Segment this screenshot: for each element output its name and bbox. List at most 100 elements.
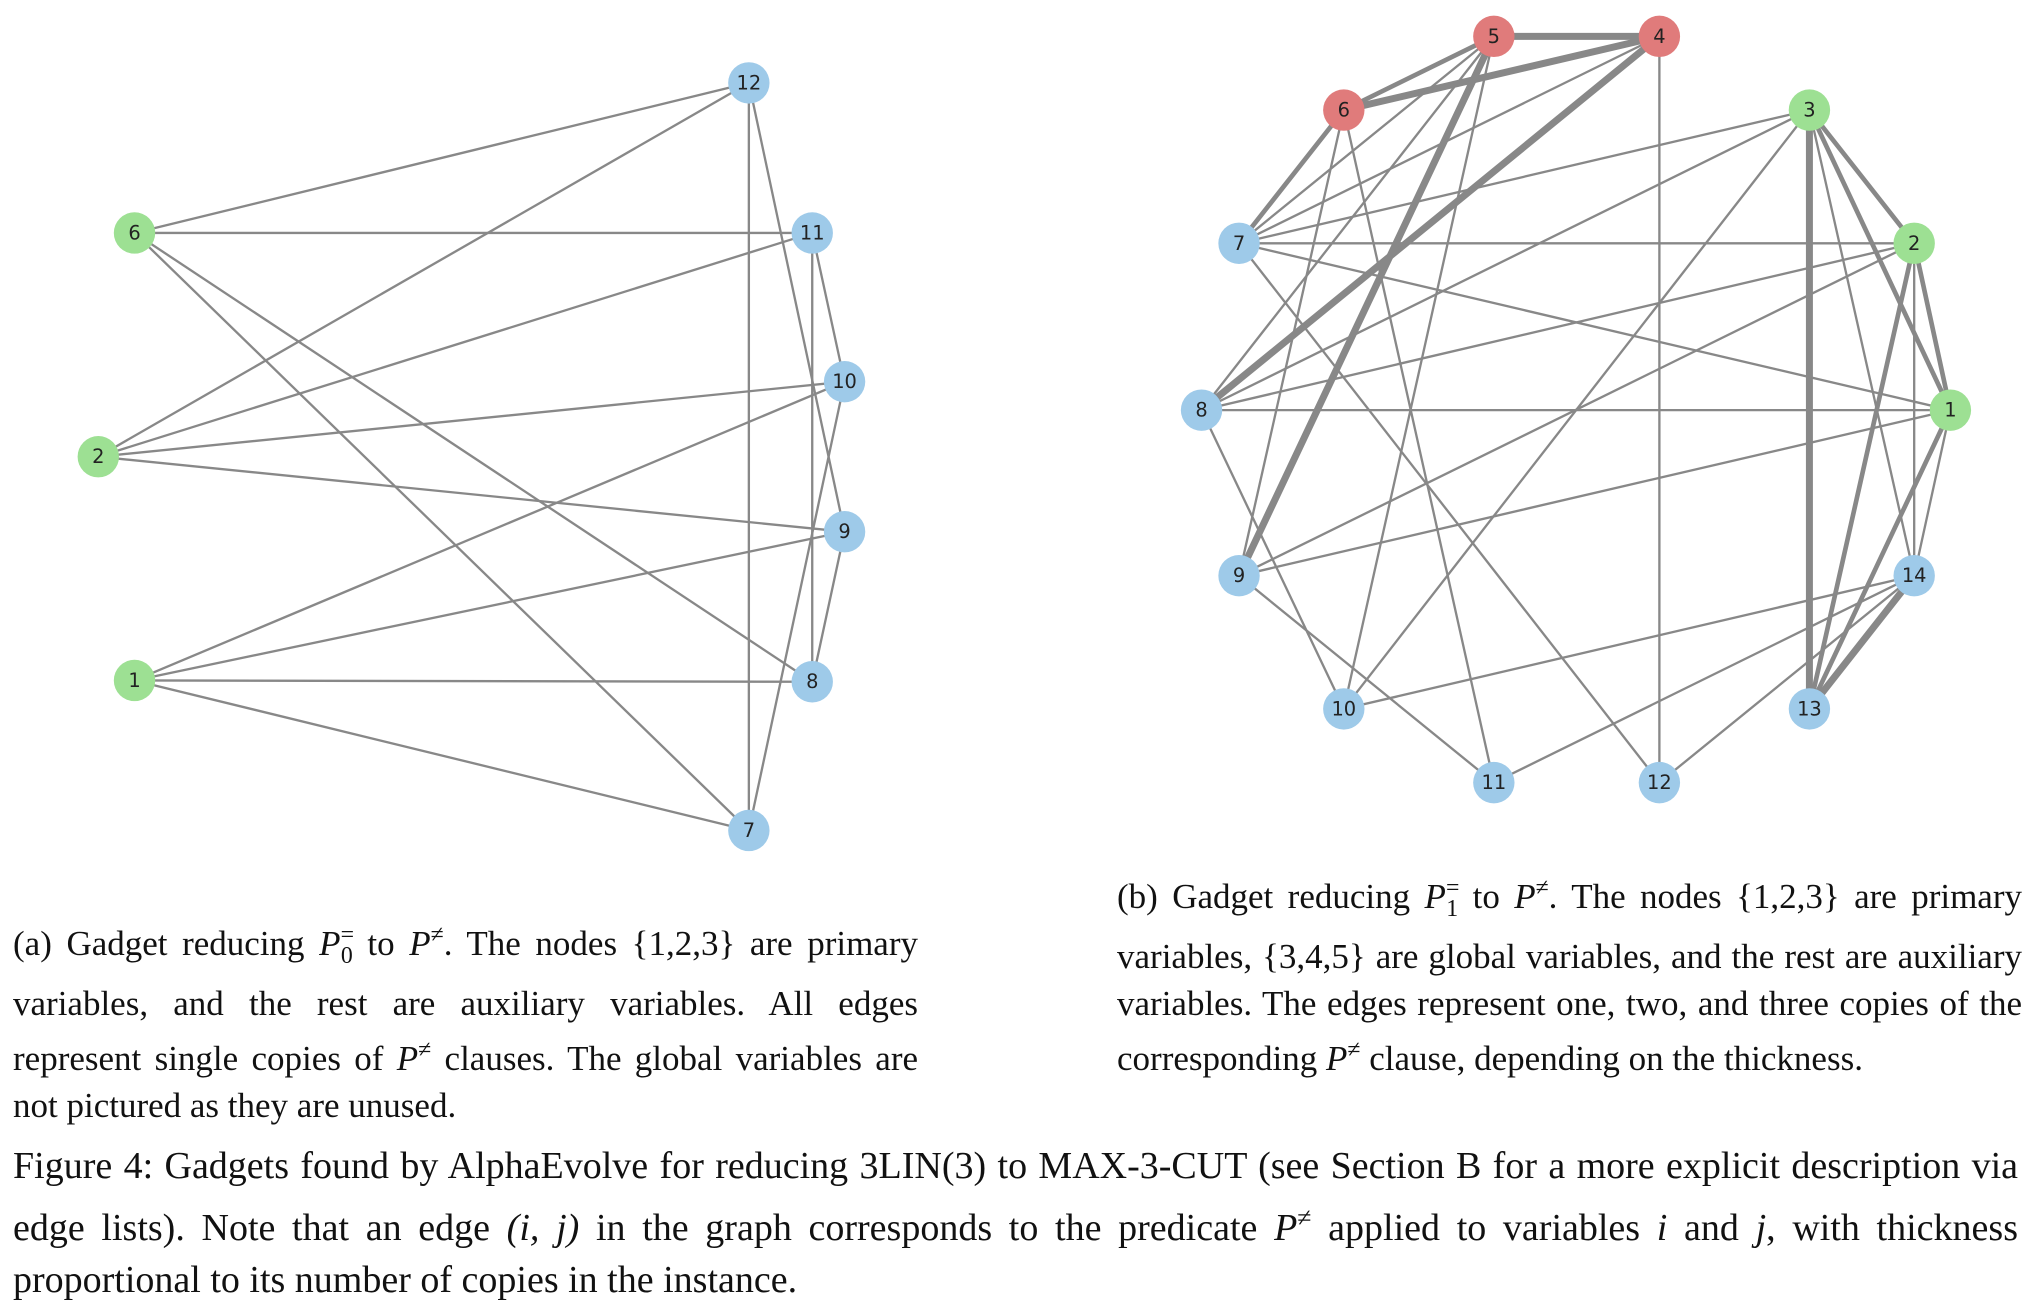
- node-circle: [823, 360, 866, 403]
- edge: [1200, 108, 1811, 412]
- node-label: 10: [1331, 697, 1356, 720]
- node-circle: [1893, 222, 1935, 264]
- edge: [1340, 32, 1663, 114]
- node-label: 7: [743, 819, 755, 842]
- edge: [1237, 108, 1811, 245]
- node-label: 7: [1233, 232, 1245, 255]
- math: P: [319, 924, 341, 964]
- node-label: 1: [128, 669, 140, 692]
- math: i: [1656, 1207, 1668, 1250]
- math: P: [1514, 877, 1536, 917]
- edge: [1235, 32, 1498, 580]
- edge: [1911, 240, 1953, 413]
- node-circle: [1473, 761, 1515, 804]
- node-label: 11: [1481, 771, 1506, 794]
- node: 6: [1323, 89, 1365, 131]
- node: 10: [1323, 688, 1365, 730]
- node-circle: [113, 659, 156, 702]
- node-circle: [77, 436, 119, 478]
- node-label: 6: [1338, 99, 1350, 122]
- node: 14: [1893, 554, 1935, 597]
- caption-text: (a) Gadget reducing: [13, 924, 320, 964]
- math-sup: ≠: [418, 1037, 432, 1064]
- node-circle: [113, 212, 156, 254]
- node-circle: [1929, 389, 1972, 431]
- edge: [747, 81, 846, 533]
- caption-text: to: [352, 924, 410, 964]
- edge: [1807, 107, 1953, 413]
- caption-b: (b) Gadget reducing P=1 to P≠. The nodes…: [1117, 865, 2022, 1082]
- node-label: 12: [1647, 771, 1672, 794]
- edge: [1342, 574, 1916, 711]
- node: 1: [113, 659, 156, 702]
- node-circle: [1638, 761, 1681, 804]
- node: 3: [1788, 89, 1831, 131]
- node: 2: [1893, 222, 1935, 264]
- edge: [97, 231, 814, 458]
- caption-text: clauses. The global variables are not pi…: [13, 1039, 919, 1126]
- node-circle: [1323, 688, 1365, 730]
- edge: [1807, 240, 1917, 712]
- edge: [1200, 242, 1916, 412]
- edges: [1198, 32, 1953, 784]
- node-circle: [1638, 15, 1681, 58]
- node-circle: [1218, 554, 1260, 597]
- node-label: 9: [838, 520, 850, 543]
- edge: [133, 231, 751, 832]
- math: P: [1274, 1207, 1298, 1250]
- edge: [1492, 574, 1916, 784]
- edge: [133, 231, 814, 683]
- caption-text: clause, depending on the thickness.: [1360, 1039, 1863, 1079]
- node-label: 3: [1803, 99, 1815, 122]
- edge: [1237, 108, 1345, 577]
- math: P: [1325, 1039, 1348, 1079]
- edge: [811, 530, 846, 683]
- caption-text: applied to variables: [1311, 1207, 1657, 1250]
- node-label: 9: [1233, 564, 1245, 587]
- node: 4: [1638, 15, 1681, 58]
- math-sup: ≠: [430, 922, 444, 948]
- edge: [1913, 408, 1952, 577]
- node: 11: [1473, 761, 1515, 804]
- edge: [1236, 107, 1347, 246]
- node-circle: [1323, 89, 1365, 131]
- math-sub: 0: [340, 943, 353, 970]
- node-circle: [1893, 554, 1935, 597]
- node: 8: [791, 661, 833, 703]
- node-label: 5: [1488, 25, 1500, 48]
- caption-text: and: [1667, 1207, 1756, 1250]
- edge: [1237, 35, 1661, 245]
- edge: [1658, 574, 1916, 784]
- node-circle: [728, 62, 770, 104]
- edge: [1807, 407, 1953, 712]
- math: P: [396, 1039, 419, 1079]
- math-sup: ≠: [1535, 875, 1549, 901]
- edge: [1808, 108, 1916, 577]
- edge: [133, 679, 751, 832]
- edge: [811, 231, 846, 383]
- node: 10: [823, 360, 866, 403]
- node: 5: [1473, 15, 1515, 58]
- edge: [97, 380, 846, 458]
- math: P: [1424, 877, 1446, 917]
- node: 11: [791, 212, 833, 254]
- node-circle: [728, 809, 770, 852]
- node-label: 12: [737, 71, 762, 94]
- node-label: 8: [806, 670, 818, 693]
- node-label: 14: [1902, 564, 1927, 587]
- node: 9: [1218, 554, 1260, 597]
- math-sub: 1: [1446, 896, 1459, 923]
- node: 7: [728, 809, 770, 852]
- caption-text: (b) Gadget reducing: [1117, 877, 1425, 917]
- node: 7: [1218, 222, 1260, 264]
- node-label: 1: [1944, 399, 1956, 422]
- math-sup: =: [1445, 875, 1460, 901]
- edge: [1807, 107, 1917, 246]
- edge: [1237, 408, 1952, 577]
- caption-text: in the graph corresponds to the predicat…: [579, 1207, 1275, 1250]
- caption-text: . The nodes {1,2,3} are primary variable…: [1117, 877, 2022, 1079]
- node-circle: [791, 212, 833, 254]
- node: 8: [1180, 389, 1223, 431]
